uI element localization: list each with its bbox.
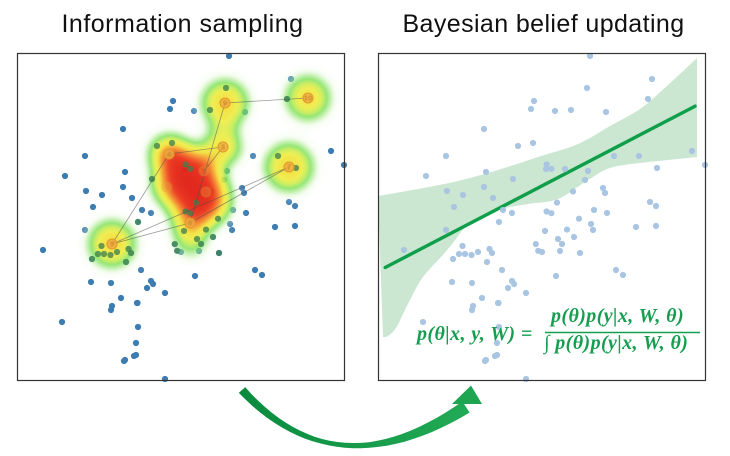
svg-text:5: 5: [110, 240, 114, 249]
svg-text:2: 2: [202, 167, 206, 176]
svg-text:4: 4: [167, 150, 172, 159]
svg-text:p(θ|x, y, W) =: p(θ|x, y, W) =: [415, 323, 533, 345]
svg-text:Bayesian belief updating: Bayesian belief updating: [402, 10, 684, 38]
svg-text:7: 7: [287, 163, 291, 172]
svg-text:Information sampling: Information sampling: [61, 10, 303, 38]
svg-text:9: 9: [223, 99, 227, 108]
svg-text:1: 1: [204, 188, 208, 197]
svg-text:8: 8: [188, 219, 192, 228]
svg-text:∫ p(θ)p(y|x, W, θ): ∫ p(θ)p(y|x, W, θ): [543, 332, 688, 355]
svg-text:p(θ)p(y|x, W, θ): p(θ)p(y|x, W, θ): [549, 305, 684, 327]
svg-text:10: 10: [304, 94, 312, 103]
svg-text:3: 3: [221, 143, 225, 152]
svg-text:6: 6: [165, 183, 169, 192]
